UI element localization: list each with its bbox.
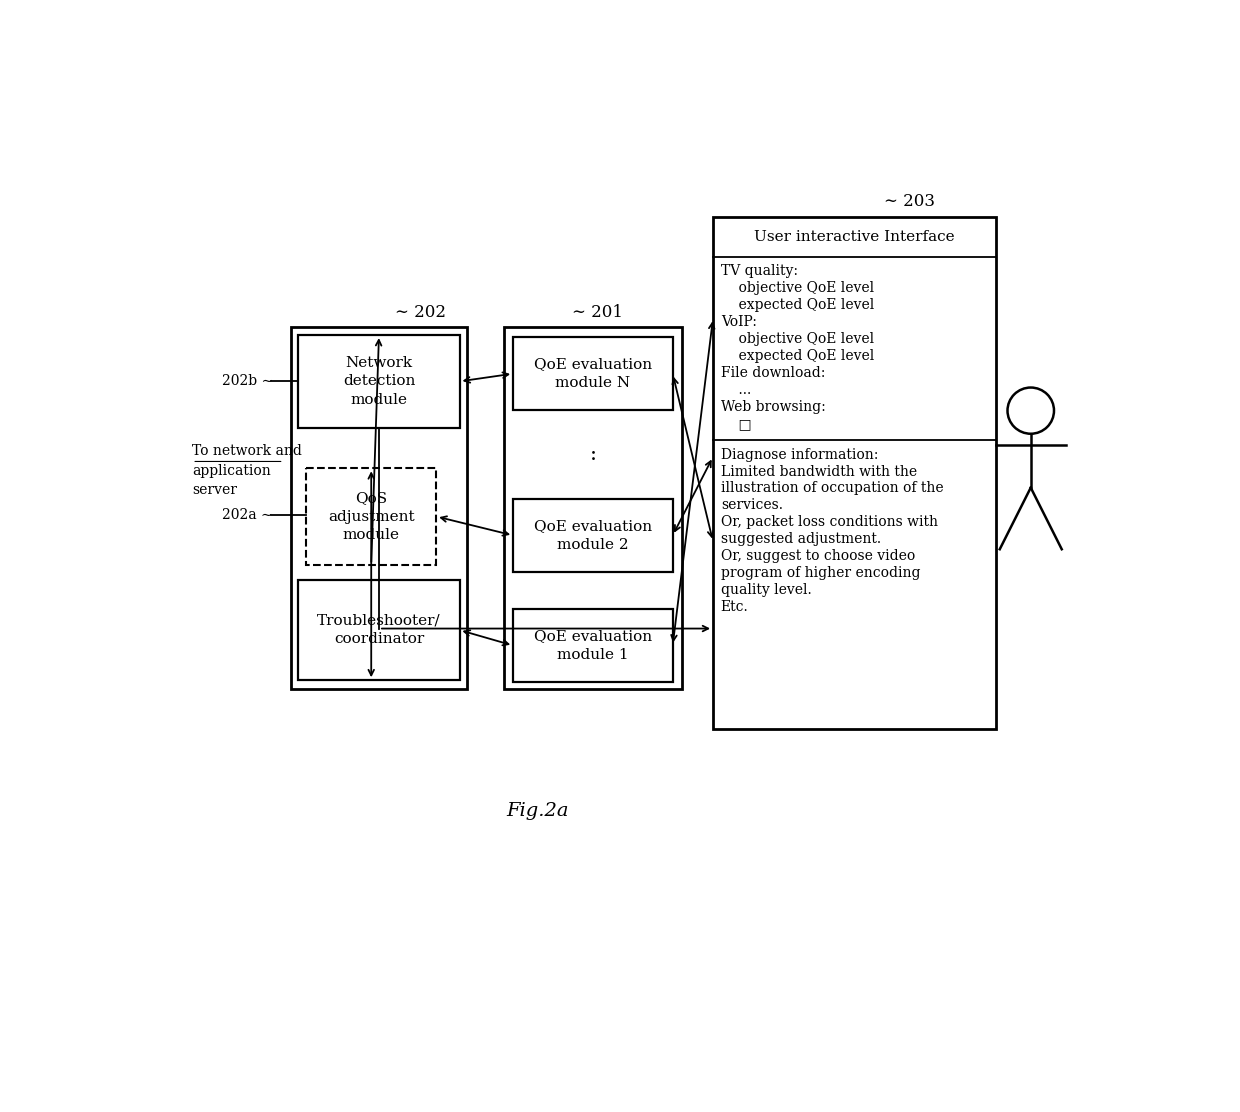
Text: Diagnose information:: Diagnose information: bbox=[720, 448, 878, 461]
Text: expected QoE level: expected QoE level bbox=[720, 349, 874, 363]
Text: Limited bandwidth with the: Limited bandwidth with the bbox=[720, 465, 916, 478]
Text: ...: ... bbox=[720, 383, 751, 397]
Bar bbox=[290, 327, 467, 689]
Text: services.: services. bbox=[720, 498, 782, 513]
Bar bbox=[299, 580, 460, 681]
Text: VoIP:: VoIP: bbox=[720, 315, 756, 329]
Text: 202b ∼: 202b ∼ bbox=[222, 375, 273, 388]
Text: QoE evaluation
module N: QoE evaluation module N bbox=[533, 357, 652, 390]
Bar bbox=[299, 335, 460, 428]
Text: □: □ bbox=[720, 417, 751, 430]
Text: QoE evaluation
module 1: QoE evaluation module 1 bbox=[533, 629, 652, 662]
Text: expected QoE level: expected QoE level bbox=[720, 298, 874, 312]
Text: Troubleshooter/
coordinator: Troubleshooter/ coordinator bbox=[317, 614, 440, 646]
Text: Fig.2a: Fig.2a bbox=[506, 802, 568, 820]
Bar bbox=[513, 499, 672, 572]
Text: ∼ 203: ∼ 203 bbox=[883, 192, 935, 210]
Text: QoE evaluation
module 2: QoE evaluation module 2 bbox=[533, 519, 652, 552]
Bar bbox=[513, 609, 672, 682]
Text: :: : bbox=[589, 445, 596, 464]
Text: Or, suggest to choose video: Or, suggest to choose video bbox=[720, 549, 915, 564]
Text: quality level.: quality level. bbox=[720, 583, 811, 597]
Text: User interactive Interface: User interactive Interface bbox=[754, 229, 955, 244]
Bar bbox=[503, 327, 682, 689]
Text: TV quality:: TV quality: bbox=[720, 265, 797, 278]
Text: 202a ∼: 202a ∼ bbox=[222, 508, 273, 523]
Text: Web browsing:: Web browsing: bbox=[720, 400, 826, 414]
Bar bbox=[513, 337, 672, 410]
Text: Or, packet loss conditions with: Or, packet loss conditions with bbox=[720, 515, 937, 529]
Text: illustration of occupation of the: illustration of occupation of the bbox=[720, 481, 944, 496]
Text: ∼ 201: ∼ 201 bbox=[572, 304, 622, 320]
Text: program of higher encoding: program of higher encoding bbox=[720, 566, 920, 580]
Text: objective QoE level: objective QoE level bbox=[720, 281, 874, 296]
Text: To network and
application
server: To network and application server bbox=[192, 444, 303, 497]
Text: objective QoE level: objective QoE level bbox=[720, 332, 874, 346]
Bar bbox=[713, 217, 996, 728]
Text: File download:: File download: bbox=[720, 366, 825, 380]
Text: ∼ 202: ∼ 202 bbox=[396, 304, 446, 320]
Text: QoS
adjustment
module: QoS adjustment module bbox=[327, 492, 414, 542]
Text: Network
detection
module: Network detection module bbox=[342, 356, 415, 407]
Bar bbox=[306, 468, 436, 565]
Text: Etc.: Etc. bbox=[720, 600, 749, 614]
Text: suggested adjustment.: suggested adjustment. bbox=[720, 533, 880, 546]
